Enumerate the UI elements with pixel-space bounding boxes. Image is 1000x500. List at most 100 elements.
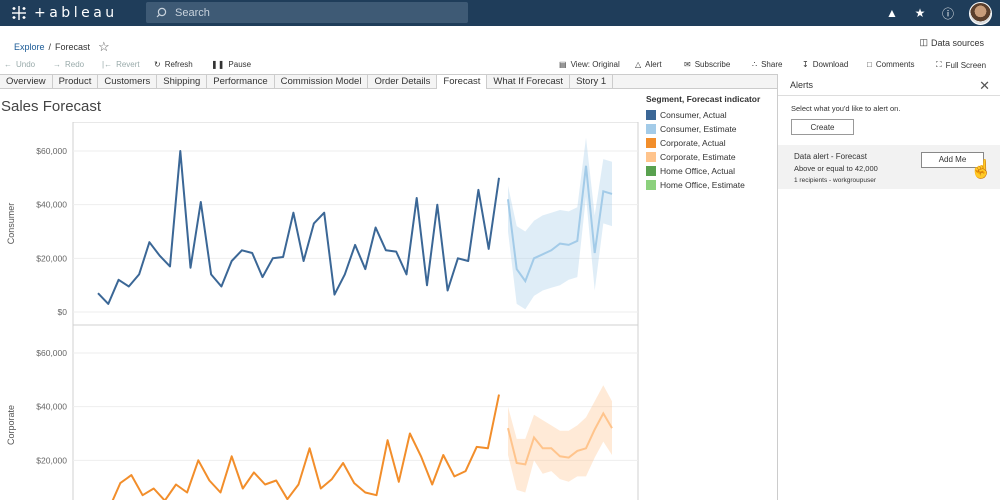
breadcrumb-separator: / <box>48 42 52 52</box>
data-sources-button[interactable]: ◫ Data sources <box>919 37 984 48</box>
legend-swatch <box>646 110 656 120</box>
view-original-button[interactable]: ▤ View: Original <box>559 60 620 69</box>
top-bar: +ableau Search ▲ ★ ⓘ <box>0 0 1000 26</box>
fullscreen-label: Full Screen <box>945 60 987 70</box>
search-placeholder: Search <box>175 6 210 19</box>
redo-icon: → <box>53 60 61 69</box>
view-title: Sales Forecast <box>1 98 102 115</box>
alert-card[interactable]: Data alert - Forecast Above or equal to … <box>778 145 1000 189</box>
tableau-logo[interactable]: +ableau <box>10 4 118 22</box>
legend-label: Consumer, Estimate <box>660 124 737 134</box>
favorite-star-icon[interactable]: ☆ <box>98 39 110 54</box>
legend-item[interactable]: Corporate, Estimate <box>646 150 760 164</box>
fullscreen-icon: ⛶ <box>936 60 942 69</box>
hand-cursor-icon: ☝ <box>970 159 993 179</box>
alerts-panel-header: Alerts ✕ <box>778 74 1000 96</box>
alert-label: Alert <box>645 60 662 69</box>
create-alert-button[interactable]: Create <box>791 119 854 135</box>
actual-line <box>97 150 500 305</box>
y-axis-label: Corporate <box>6 405 16 445</box>
comments-button[interactable]: □ Comments <box>867 60 915 69</box>
tab-product[interactable]: Product <box>53 75 99 89</box>
download-button[interactable]: ↧ Download <box>802 60 848 69</box>
y-axis-label: Consumer <box>6 203 16 245</box>
legend-label: Consumer, Actual <box>660 110 727 120</box>
estimate-line <box>507 165 613 284</box>
comments-label: Comments <box>875 60 915 69</box>
mail-icon: ✉ <box>684 60 691 69</box>
legend-item[interactable]: Corporate, Actual <box>646 136 760 150</box>
actual-line <box>111 394 500 500</box>
tab-customers[interactable]: Customers <box>98 75 158 89</box>
legend-swatch <box>646 124 656 134</box>
legend-item[interactable]: Home Office, Estimate <box>646 178 760 192</box>
redo-label: Redo <box>65 60 85 69</box>
subscribe-button[interactable]: ✉ Subscribe <box>684 60 730 69</box>
legend-label: Corporate, Estimate <box>660 152 736 162</box>
download-icon: ↧ <box>802 60 809 69</box>
breadcrumb-explore[interactable]: Explore <box>14 42 45 52</box>
breadcrumb: Explore / Forecast ☆ <box>14 39 110 55</box>
warning-icon[interactable]: ▲ <box>886 6 898 20</box>
alert-button[interactable]: △ Alert <box>635 60 662 69</box>
undo-label: Undo <box>16 60 36 69</box>
legend-label: Home Office, Actual <box>660 166 735 176</box>
view-icon: ▤ <box>559 60 567 69</box>
database-icon: ◫ <box>919 37 928 47</box>
pause-button[interactable]: ❚❚ Pause <box>211 60 251 69</box>
subscribe-label: Subscribe <box>694 60 731 69</box>
redo-button[interactable]: → Redo <box>53 60 84 69</box>
legend-swatch <box>646 180 656 190</box>
tab-forecast[interactable]: Forecast <box>437 75 488 89</box>
view-label: View: Original <box>570 60 620 69</box>
download-label: Download <box>812 60 849 69</box>
share-button[interactable]: ∴ Share <box>752 60 782 69</box>
tab-order-details[interactable]: Order Details <box>368 75 438 89</box>
search-input[interactable]: Search <box>146 2 468 23</box>
legend-label: Home Office, Estimate <box>660 180 745 190</box>
alerts-panel: Alerts ✕ Select what you'd like to alert… <box>777 74 1000 500</box>
info-icon[interactable]: ⓘ <box>941 6 954 21</box>
tab-overview[interactable]: Overview <box>0 75 53 89</box>
legend: Segment, Forecast indicator Consumer, Ac… <box>646 94 760 192</box>
y-tick-label: $0 <box>58 307 68 317</box>
undo-button[interactable]: ← Undo <box>4 60 35 69</box>
alerts-panel-subtitle: Select what you'd like to alert on. <box>791 104 901 113</box>
estimate-band <box>508 137 612 310</box>
tab-shipping[interactable]: Shipping <box>157 75 208 89</box>
pause-label: Pause <box>228 60 252 69</box>
data-sources-label: Data sources <box>930 37 984 48</box>
y-tick-label: $20,000 <box>36 455 67 465</box>
logo-text: +ableau <box>34 5 118 21</box>
share-icon: ∴ <box>752 60 758 69</box>
refresh-icon: ↻ <box>154 60 161 69</box>
close-icon[interactable]: ✕ <box>979 78 990 93</box>
add-me-button[interactable]: Add Me <box>921 152 984 168</box>
y-tick-label: $40,000 <box>36 200 67 210</box>
revert-button[interactable]: |← Revert <box>102 60 140 69</box>
forecast-chart: Consumer $60,000 $40,000 $20,000 $0 Corporate… <box>6 122 639 500</box>
tableau-cross-icon <box>12 6 26 20</box>
alerts-panel-title: Alerts <box>790 79 814 90</box>
undo-icon: ← <box>4 60 12 69</box>
y-tick-label: $40,000 <box>36 402 67 412</box>
fullscreen-button[interactable]: ⛶ Full Screen <box>936 60 986 70</box>
refresh-button[interactable]: ↻ Refresh <box>154 60 193 69</box>
legend-title: Segment, Forecast indicator <box>646 94 761 104</box>
star-icon[interactable]: ★ <box>914 6 926 20</box>
legend-item[interactable]: Consumer, Actual <box>646 108 760 122</box>
legend-label: Corporate, Actual <box>660 138 726 148</box>
search-icon <box>156 7 167 18</box>
legend-item[interactable]: Home Office, Actual <box>646 164 760 178</box>
tab-commission-model[interactable]: Commission Model <box>275 75 369 89</box>
legend-item[interactable]: Consumer, Estimate <box>646 122 760 136</box>
tab-what-if-forecast[interactable]: What If Forecast <box>487 75 571 89</box>
refresh-label: Refresh <box>164 60 193 69</box>
tab-story-1[interactable]: Story 1 <box>570 75 614 89</box>
bell-icon: △ <box>635 60 642 69</box>
breadcrumb-row: Explore / Forecast ☆ ◫ Data sources <box>0 26 1000 58</box>
revert-icon: |← <box>102 60 113 69</box>
avatar[interactable] <box>969 1 992 25</box>
y-tick-label: $60,000 <box>36 348 67 358</box>
tab-performance[interactable]: Performance <box>207 75 275 89</box>
